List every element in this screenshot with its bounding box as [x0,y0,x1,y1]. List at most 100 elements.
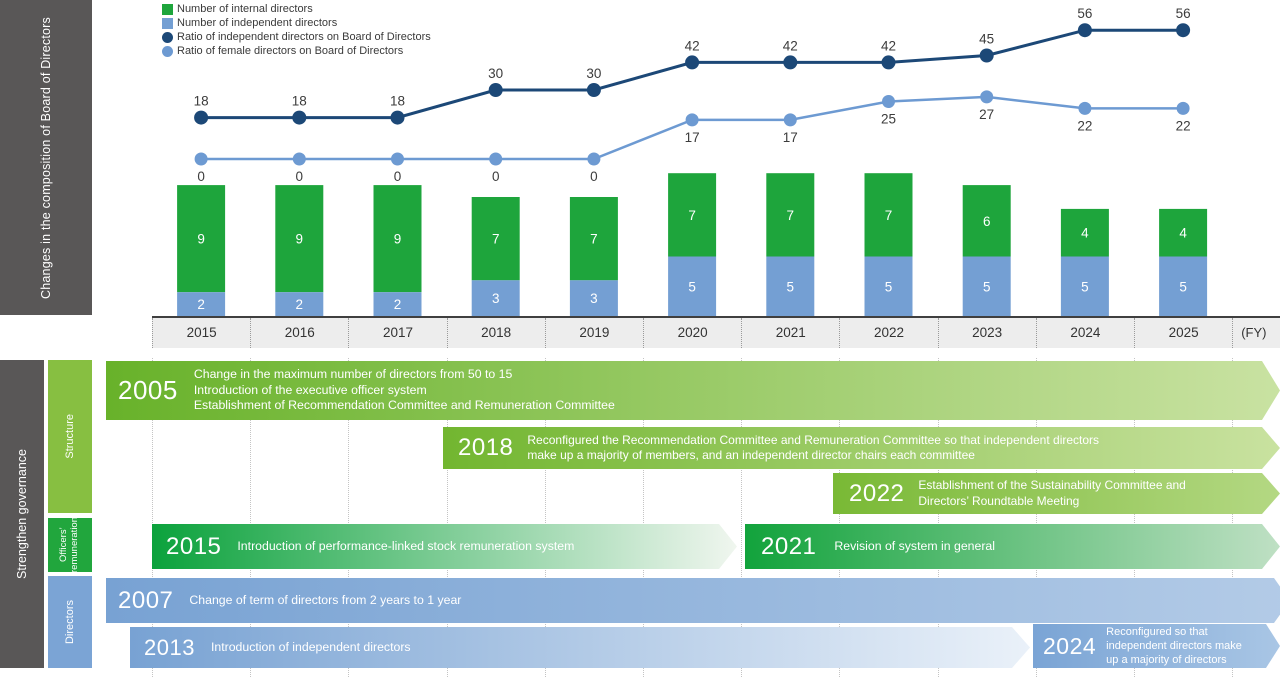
category-structure: Structure [48,360,92,513]
internal-directors-bar-segment [962,185,1011,257]
female-ratio-point [489,152,503,166]
independent-ratio-value-label: 42 [783,38,798,53]
bar-value-label: 9 [394,232,402,247]
fy-label: (FY) [1232,318,1280,348]
female-ratio-value-label: 0 [492,169,500,184]
bar-value-label: 4 [1081,226,1089,241]
timeline-gridline [839,358,841,677]
internal-directors-bar-segment [1159,208,1208,257]
internal-directors-bar-segment [668,173,717,257]
independent-ratio-point [1077,23,1092,38]
independent-ratio-point [685,55,700,70]
bar-value-label: 7 [885,208,893,223]
female-ratio-point [292,152,306,166]
legend-item: Ratio of female directors on Board of Di… [162,45,431,57]
female-ratio-point [391,152,404,166]
independent-directors-bar-segment [962,256,1011,316]
female-ratio-value-label: 22 [1176,118,1191,133]
female-ratio-value-label: 27 [979,107,994,122]
timeline-desc: Change in the maximum number of director… [193,366,615,413]
independent-directors-bar-segment [569,280,618,316]
year-cell: 2024 [1035,318,1134,348]
legend-square-icon [162,3,173,15]
independent-ratio-value-label: 30 [586,66,601,81]
female-ratio-point [882,95,895,108]
timeline-gridline [1232,358,1234,677]
female-ratio-value-label: 25 [881,112,896,127]
bar-value-label: 6 [983,214,991,229]
bar-value-label: 2 [296,297,304,312]
independent-ratio-value-label: 18 [194,94,209,109]
independent-ratio-point [979,48,994,63]
female-ratio-value-label: 17 [685,130,700,145]
timeline-gridline [741,358,743,677]
internal-directors-bar-segment [1060,208,1109,257]
bar-value-label: 2 [197,297,205,312]
timeline-bar-2013: 2013 Introduction of independent director… [130,627,1030,668]
year-cell: 2019 [544,318,643,348]
timeline-desc: Reconfigured the Recommendation Committe… [527,432,1100,462]
legend-circle-icon [162,31,173,43]
independent-ratio-value-label: 56 [1077,6,1092,21]
internal-directors-bar-segment [177,185,226,293]
year-cell: 2023 [937,318,1036,348]
bar-value-label: 5 [885,279,893,294]
legend-item: Number of independent directors [162,17,431,29]
composition-sidebar: Changes in the composition of Board of D… [0,0,92,315]
legend-label: Ratio of independent directors on Board … [177,30,431,43]
internal-directors-bar-segment [471,197,520,281]
governance-sidebar: Strengthen governance [0,360,44,668]
category-officers-remuneration-label: Officers’ remuneration [58,517,80,573]
timeline-gridline [1134,358,1135,677]
independent-directors-bar-segment [275,292,324,316]
legend-square-icon [162,17,173,29]
year-cell: 2021 [741,318,839,348]
independent-ratio-value-label: 42 [881,38,896,53]
timeline-desc: Change of term of directors from 2 years… [189,592,462,607]
independent-directors-bar-segment [471,280,520,316]
independent-ratio-value-label: 45 [979,32,994,47]
female-ratio-point [1078,101,1092,115]
legend-label: Number of independent directors [177,16,338,29]
independent-ratio-point [881,55,896,70]
year-cell: 2018 [446,318,545,348]
independent-directors-bar-segment [373,292,422,316]
timeline-year: 2018 [458,434,514,461]
independent-ratio-point [390,110,405,125]
female-ratio-value-label: 22 [1077,118,1092,133]
governance-sidebar-label: Strengthen governance [15,449,29,579]
bar-value-label: 3 [492,291,500,306]
timeline-year: 2024 [1043,632,1097,659]
timeline-desc: Introduction of performance-linked stock… [237,538,575,553]
timeline-year: 2007 [118,586,174,614]
timeline-bar-2022: 2022 Establishment of the Sustainability … [833,473,1280,514]
independent-directors-bar-segment [1159,256,1208,316]
female-ratio-value-label: 0 [197,169,205,184]
year-cell: 2017 [348,318,446,348]
female-ratio-point [685,113,699,127]
timeline-bar-2024: 2024 Reconfigured so that independent dir… [1033,624,1280,668]
bar-value-label: 3 [590,291,598,306]
independent-ratio-point [1176,23,1191,38]
timeline-gridline [544,358,546,677]
female-ratio-value-label: 17 [783,130,798,145]
independent-ratio-value-label: 18 [292,94,307,109]
bar-value-label: 5 [787,279,795,294]
female-ratio-point [587,152,601,166]
timeline-gridline [446,358,448,677]
bar-value-label: 7 [590,232,598,247]
independent-directors-bar-segment [1060,256,1109,316]
bar-value-label: 5 [688,279,696,294]
legend-item: Number of internal directors [162,3,431,15]
bar-value-label: 4 [1179,226,1187,241]
x-axis-band: 2015 2016 2017 2018 2019 2020 2021 2022 2023 2024… [152,316,1280,348]
timeline-desc: Establishment of the Sustainability Comm… [918,478,1186,508]
internal-directors-bar-segment [569,197,618,281]
timeline-bar-2021: 2021 Revision of system in general [745,524,1280,569]
bar-value-label: 5 [1179,279,1187,294]
timeline-year: 2013 [144,634,195,660]
independent-ratio-point [783,55,798,70]
timeline-gridline [250,358,252,677]
bar-value-label: 7 [787,208,795,223]
